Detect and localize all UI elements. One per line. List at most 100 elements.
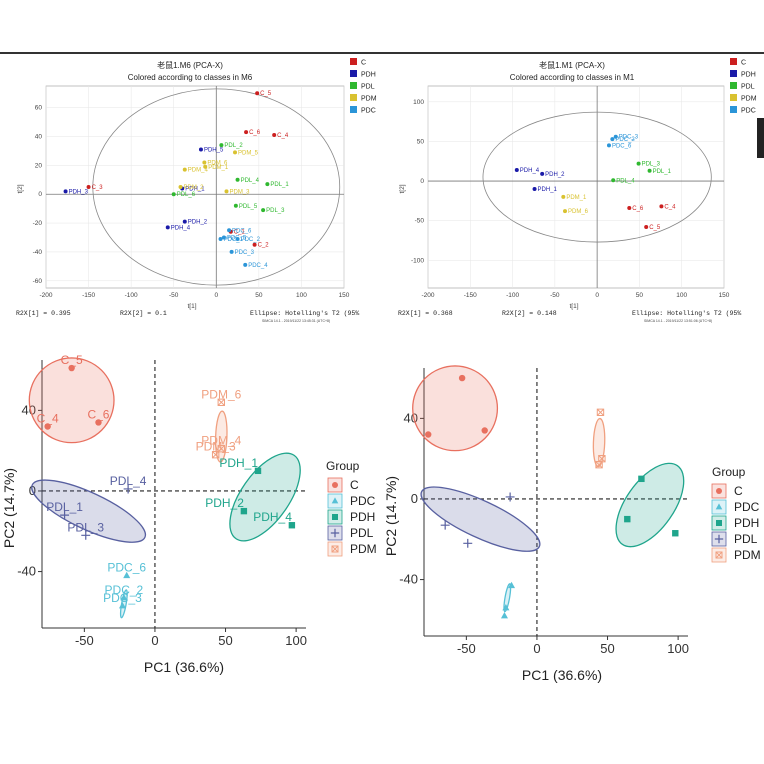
point-label: PDM_2 [184,185,205,191]
legend-label: PDL [734,532,758,546]
data-point [227,228,232,233]
r2x2-footer: R2X[2] = 0.1 [120,310,167,317]
chart-title: 老鼠1.M6 (PCA-X) [157,60,223,70]
point-label: PDM_1 [208,165,229,171]
x-tick-label: -100 [506,292,519,299]
data-point [715,551,723,559]
y-axis-label: t[2] [17,184,24,193]
data-point [224,189,229,194]
legend-label: C [361,60,366,67]
legend-label: PDL [741,84,755,91]
point-label: PDC_2 [105,583,144,597]
y-tick-label: -40 [33,249,43,256]
legend-label: PDL [361,84,375,91]
data-point [44,423,51,430]
data-point [217,398,225,407]
legend-label: C [734,484,743,498]
data-point [500,612,508,619]
point-label: PDM_6 [568,209,589,215]
y-tick-label: 20 [35,162,43,169]
legend-label: PDH [350,510,375,524]
data-point [440,520,450,530]
point-label: PDC_6 [232,228,252,234]
point-label: PDC_4 [248,263,268,269]
chart-title: 老鼠1.M1 (PCA-X) [539,60,605,70]
data-point [255,91,260,96]
point-label: C_1 [234,230,246,236]
x-tick-label: -100 [125,292,138,299]
data-point [244,130,249,135]
data-point [502,603,510,611]
data-point [715,503,723,510]
hotelling-ellipse [482,111,712,243]
data-point [95,419,102,426]
x-tick-label: -50 [550,292,560,299]
y-axis-label: PC2 (14.7%) [383,476,399,556]
data-point [235,236,240,241]
point-label: PDH_2 [205,496,244,510]
data-point [171,192,176,197]
data-point [624,515,631,523]
r2x1-footer: R2X[1] = 0.395 [16,310,71,317]
data-point [532,186,537,191]
point-label: PDL_6 [177,192,196,198]
point-label: PDL_5 [239,204,258,210]
x-tick-label: 50 [600,641,614,656]
point-label: PDL_3 [642,162,661,168]
point-label: PDL_2 [224,143,243,149]
point-label: PDM_3 [196,440,236,454]
legend-label: PDM [734,548,761,562]
y-tick-label: 0 [420,178,424,185]
point-label: PDH_4 [520,168,540,174]
x-tick-label: 50 [636,292,644,299]
data-point [178,185,183,189]
data-point [63,189,68,194]
data-point [235,177,240,182]
y-axis-label: PC2 (14.7%) [1,468,17,548]
data-point [252,242,257,247]
point-label: PDC_3 [103,591,142,605]
legend-label: C [350,478,359,492]
data-point [606,143,611,148]
data-point [332,482,338,488]
data-point [211,451,220,459]
point-label: PDL_4 [241,178,260,184]
data-point [505,492,515,502]
point-label: PDL_1 [46,500,83,514]
x-axis-label: PC1 (36.6%) [522,667,602,683]
point-label: PDH_2 [545,172,565,178]
legend-label: PDM [741,96,757,103]
legend-swatch [730,106,737,113]
legend-label: PDC [350,494,376,508]
point-label: PDC_1 [224,237,244,243]
group-ellipse [119,589,128,619]
data-point [120,593,128,601]
ellipse-footer: Ellipse: Hotelling's T2 (95% [632,310,741,317]
data-point [182,219,187,224]
data-point [610,137,615,142]
data-point [68,364,75,372]
y-tick-label: 40 [35,134,43,141]
x-tick-label: 100 [285,633,307,648]
data-point [463,538,473,548]
data-point [288,522,296,529]
point-label: C_5 [649,225,661,231]
legend-label: PDH [741,72,756,79]
x-tick-label: -150 [82,292,95,299]
data-point [636,161,641,166]
y-tick-label: -60 [33,278,43,285]
x-tick-label: 100 [667,641,689,656]
x-tick-label: -50 [75,633,94,648]
data-point [596,408,605,417]
point-label: PDM_4 [201,434,241,448]
point-label: C_3 [92,185,104,191]
legend-label: PDC [361,108,376,115]
y-tick-label: 0 [411,491,418,506]
plot-area [427,85,725,289]
point-label: PDL_1 [653,169,672,175]
data-point [508,581,516,589]
y-tick-label: -20 [33,220,43,227]
x-tick-label: 50 [218,633,232,648]
x-tick-label: 150 [339,292,350,299]
